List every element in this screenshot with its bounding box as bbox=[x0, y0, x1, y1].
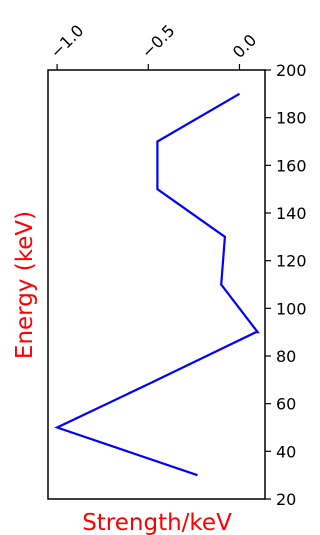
y-tick-label: 200 bbox=[276, 61, 307, 80]
y-axis-label: Energy (keV) bbox=[12, 211, 38, 359]
y-axis-ticks: 20 40 60 80 100 120 140 160 180 200 bbox=[265, 61, 307, 509]
y-tick-label: 100 bbox=[276, 299, 307, 318]
x-tick-label: −0.5 bbox=[138, 21, 179, 62]
series-line bbox=[54, 92, 260, 477]
y-tick-label: 160 bbox=[276, 156, 307, 175]
y-tick-label: 60 bbox=[276, 395, 296, 414]
x-axis-ticks: −1.0 −0.5 0.0 bbox=[47, 21, 260, 70]
x-tick-label: 0.0 bbox=[229, 30, 260, 61]
y-tick-label: 20 bbox=[276, 490, 296, 509]
x-axis-label: Strength/keV bbox=[82, 510, 232, 535]
y-tick-label: 120 bbox=[276, 252, 307, 271]
y-tick-label: 140 bbox=[276, 204, 307, 223]
y-tick-label: 180 bbox=[276, 109, 307, 128]
plot-frame bbox=[47, 69, 266, 500]
y-tick-label: 40 bbox=[276, 442, 296, 461]
x-tick-label: −1.0 bbox=[47, 21, 88, 62]
y-tick-label: 80 bbox=[276, 347, 296, 366]
